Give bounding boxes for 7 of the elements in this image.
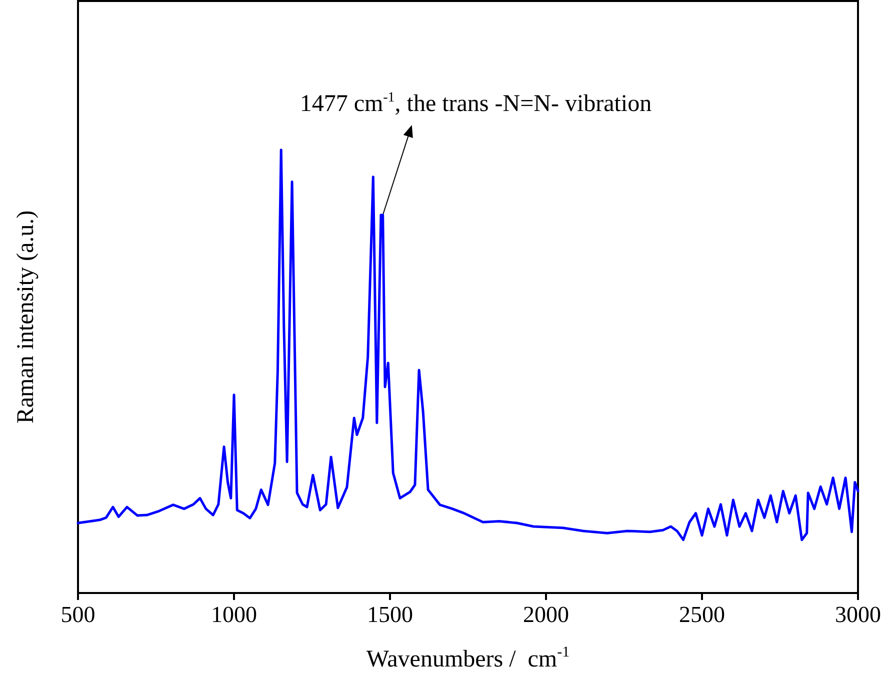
x-tick-label: 2000 [523, 602, 569, 627]
x-tick-label: 1500 [367, 602, 413, 627]
x-tick-label: 3000 [835, 602, 881, 627]
y-axis-title: Raman intensity (a.u.) [13, 210, 39, 424]
x-tick-label: 500 [60, 602, 96, 627]
x-tick-label: 1000 [211, 602, 257, 627]
x-tick-label: 2500 [679, 602, 725, 627]
